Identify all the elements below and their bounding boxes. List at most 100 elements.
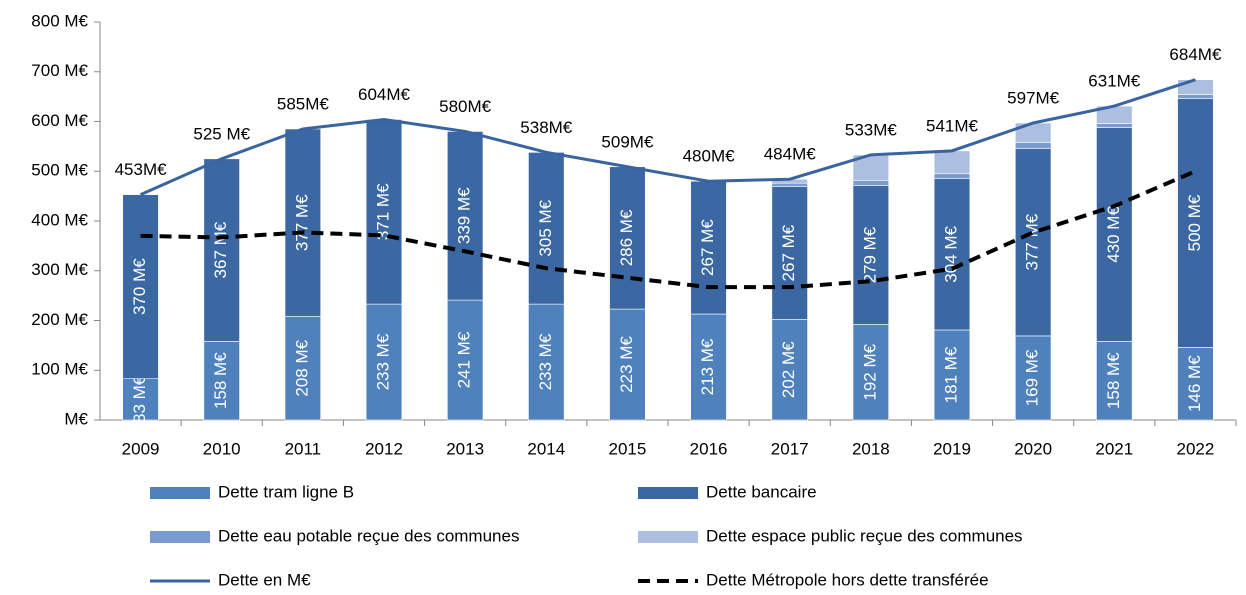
bar-value-label: 430 M€: [1104, 206, 1123, 263]
bar-segment: [528, 152, 565, 305]
bar-segment: [933, 329, 971, 421]
y-tick-label: 300 M€: [31, 260, 88, 279]
bar-segment: [203, 158, 240, 342]
bar-value-label: 377 M€: [292, 194, 311, 251]
line-value-label: 580M€: [439, 97, 492, 116]
line-series: [139, 78, 1196, 197]
x-tick-label: 2020: [1014, 439, 1052, 458]
line-value-label: 480M€: [683, 147, 736, 166]
bar-value-label: 267 M€: [779, 224, 798, 281]
line-value-label: 484M€: [764, 145, 817, 164]
line-value-label: 597M€: [1007, 88, 1060, 107]
line-value-label: 541M€: [926, 116, 979, 135]
x-tick-label: 2010: [203, 439, 241, 458]
bar-value-label: 158 M€: [211, 352, 230, 409]
bar-segment: [365, 303, 403, 421]
x-tick-label: 2013: [446, 439, 484, 458]
x-tick-label: 2009: [122, 439, 160, 458]
bar-value-label: 377 M€: [1023, 213, 1042, 270]
x-tick-label: 2012: [365, 439, 403, 458]
bar-value-label: 305 M€: [536, 199, 555, 256]
x-tick-label: 2019: [933, 439, 971, 458]
bar-segment: [1177, 347, 1214, 421]
line-value-label: 604M€: [358, 85, 411, 104]
bar-segment: [284, 316, 322, 421]
y-tick-label: 700 M€: [31, 61, 88, 80]
bar-segment: [933, 173, 971, 180]
bar-value-label: 202 M€: [779, 341, 798, 398]
bar-segment: [1096, 341, 1133, 421]
bar-segment: [1014, 148, 1052, 337]
bar-value-label: 146 M€: [1185, 355, 1204, 412]
y-tick-label: M€: [64, 409, 88, 428]
line-value-label: 509M€: [601, 132, 654, 151]
bar-segment: [203, 341, 240, 421]
bar-value-label: 208 M€: [292, 339, 311, 396]
legend-label: Dette bancaire: [706, 482, 817, 501]
bar-value-label: 370 M€: [130, 258, 149, 315]
bar-segment: [1177, 94, 1214, 99]
bar-segment: [771, 319, 808, 421]
y-tick-label: 800 M€: [31, 11, 88, 30]
bar-segment: [1177, 98, 1214, 348]
bar-value-label: 279 M€: [860, 226, 879, 283]
bar-value-label: 223 M€: [617, 336, 636, 393]
y-tick-label: 100 M€: [31, 360, 88, 379]
bar-segment: [122, 194, 159, 380]
bar-segment: [609, 308, 646, 421]
bar-segment: [771, 182, 808, 187]
bar-segment: [1096, 123, 1133, 128]
line-value-label: 533M€: [845, 120, 898, 139]
line-value-label: 585M€: [277, 94, 330, 113]
bar-value-label: 213 M€: [698, 338, 717, 395]
line-value-label: 631M€: [1088, 72, 1141, 91]
y-tick-label: 400 M€: [31, 210, 88, 229]
bar-value-label: 83 M€: [130, 375, 149, 423]
bar-value-label: 169 M€: [1023, 349, 1042, 406]
bar-value-label: 304 M€: [941, 225, 960, 282]
bar-value-label: 233 M€: [373, 333, 392, 390]
legend-swatch: [638, 531, 698, 543]
legend-label: Dette tram ligne B: [218, 482, 354, 501]
line-value-label: 684M€: [1169, 45, 1222, 64]
line-series: [140, 169, 1197, 290]
bar-segment: [609, 166, 646, 310]
bar-segment: [852, 185, 890, 325]
bar-segment: [1014, 335, 1052, 421]
bar-value-label: 367 M€: [211, 221, 230, 278]
bar-value-label: 181 M€: [941, 346, 960, 403]
bar-segment: [771, 186, 808, 320]
bar-segment: [933, 178, 971, 331]
bar-segment: [852, 324, 890, 421]
bar-value-label: 233 M€: [536, 333, 555, 390]
bar-segment: [1096, 127, 1133, 342]
bar-segment: [284, 128, 322, 317]
x-tick-label: 2016: [690, 439, 728, 458]
bar-value-label: 339 M€: [455, 187, 474, 244]
line-value-label: 525 M€: [193, 124, 250, 143]
bar-value-label: 192 M€: [860, 343, 879, 400]
bar-value-label: 267 M€: [698, 219, 717, 276]
legend-label: Dette espace public reçue des communes: [706, 526, 1023, 545]
line-value-label: 453M€: [115, 160, 168, 179]
x-tick-label: 2021: [1095, 439, 1133, 458]
x-tick-label: 2022: [1177, 439, 1215, 458]
bar-segment: [446, 131, 484, 301]
x-tick-label: 2015: [609, 439, 647, 458]
legend-label: Dette eau potable reçue des communes: [218, 526, 519, 545]
legend-swatch: [638, 487, 698, 499]
bar-segment: [852, 180, 890, 186]
bar-segment: [690, 313, 727, 421]
y-tick-label: 200 M€: [31, 310, 88, 329]
bar-value-label: 371 M€: [373, 183, 392, 240]
bar-value-label: 500 M€: [1185, 194, 1204, 251]
legend-label: Dette Métropole hors dette transférée: [706, 570, 989, 589]
bar-segment: [446, 299, 484, 421]
bar-value-label: 286 M€: [617, 209, 636, 266]
x-tick-label: 2018: [852, 439, 890, 458]
legend-swatch: [150, 531, 210, 543]
y-tick-label: 500 M€: [31, 161, 88, 180]
line-value-label: 538M€: [520, 118, 573, 137]
legend-swatch: [150, 487, 210, 499]
